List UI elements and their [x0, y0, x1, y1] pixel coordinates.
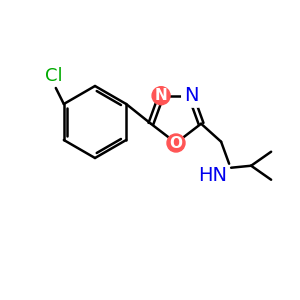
Text: O: O — [169, 136, 182, 151]
Text: Cl: Cl — [45, 67, 63, 85]
Circle shape — [152, 87, 170, 105]
Text: N: N — [155, 88, 167, 103]
Text: N: N — [184, 86, 198, 105]
Text: HN: HN — [198, 166, 227, 185]
Circle shape — [167, 134, 185, 152]
